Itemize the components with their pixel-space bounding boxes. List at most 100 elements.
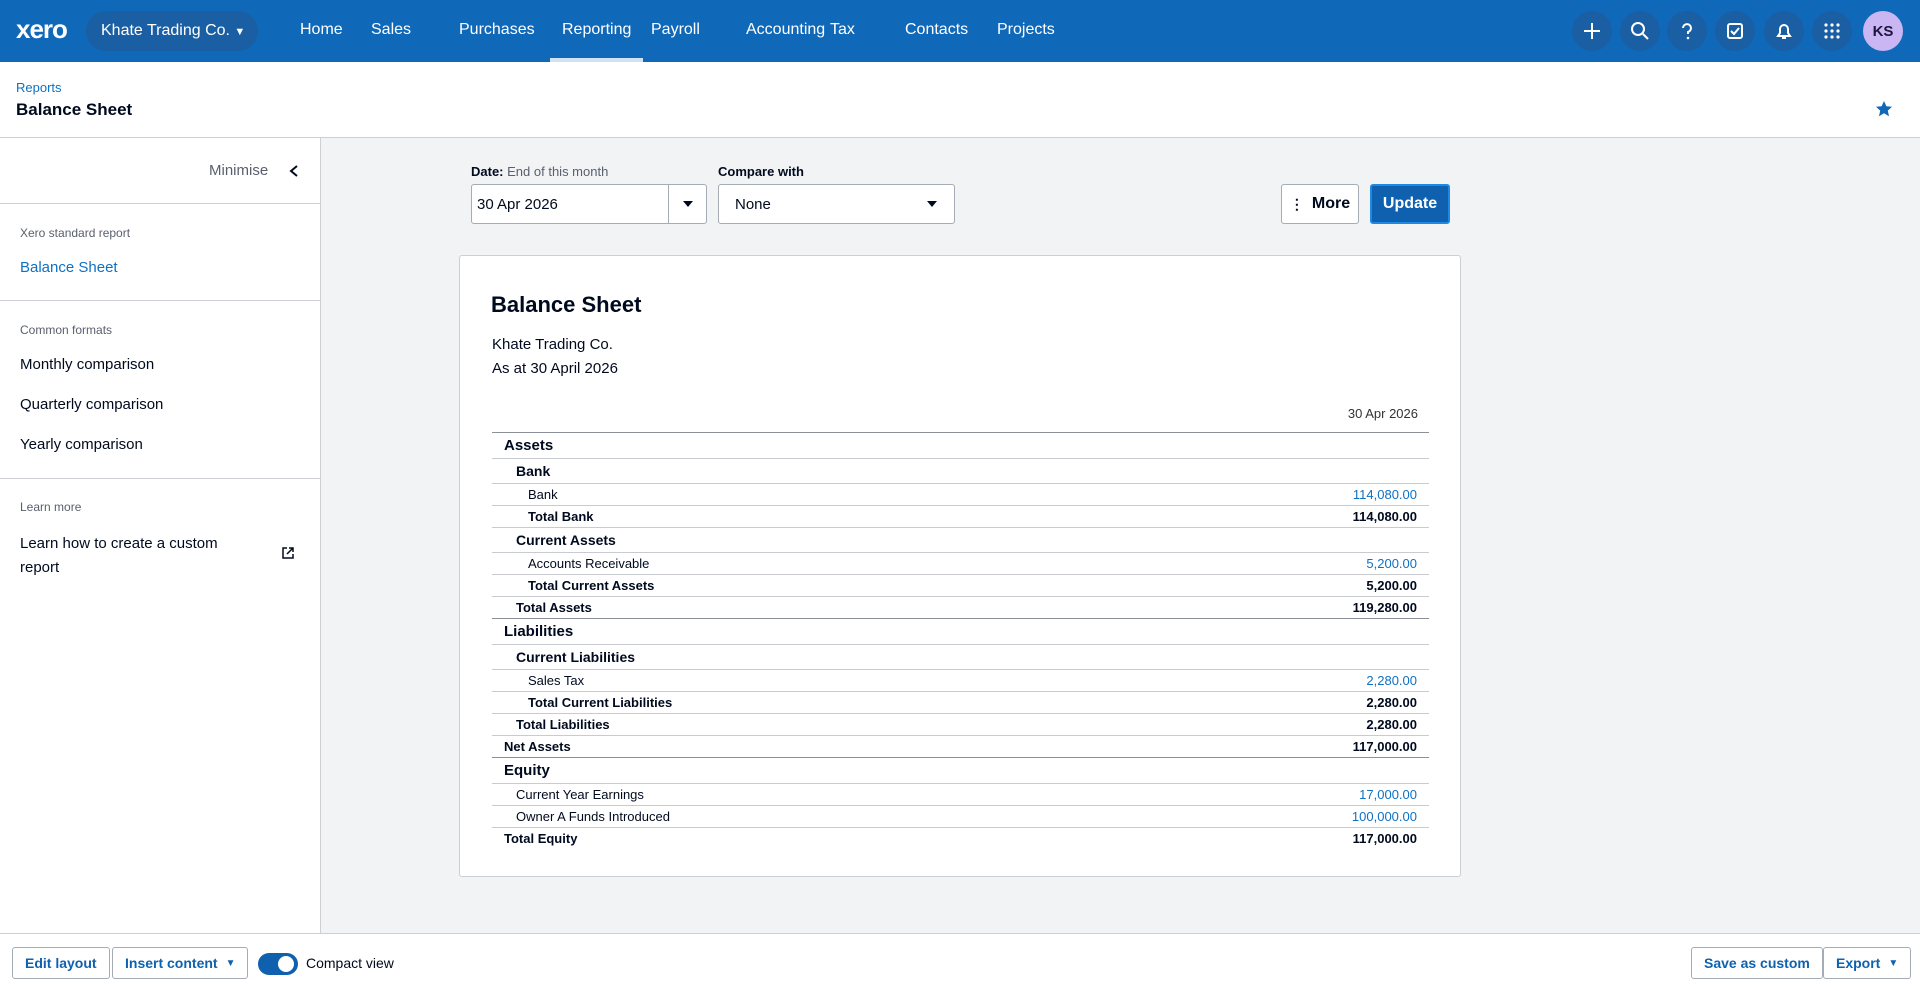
- sidebar-link[interactable]: Learn how to create a custom report: [20, 535, 218, 576]
- page-title: Balance Sheet: [16, 100, 133, 119]
- compact-view-label: Compact view: [306, 955, 394, 971]
- nav-item[interactable]: Projects: [997, 21, 1055, 38]
- row-label: Total Current Liabilities: [492, 691, 1133, 714]
- row-label: Bank: [492, 483, 1133, 506]
- nav-item[interactable]: Contacts: [905, 21, 969, 38]
- sidebar: Minimise Xero standard report Balance Sh…: [0, 138, 321, 933]
- nav-item[interactable]: Payroll: [651, 21, 700, 38]
- notifications-icon[interactable]: [1764, 11, 1804, 51]
- row-label: Owner A Funds Introduced: [492, 805, 1133, 828]
- save-as-custom-button[interactable]: Save as custom: [1691, 947, 1823, 979]
- edit-layout-button[interactable]: Edit layout: [12, 947, 110, 979]
- nav-item[interactable]: Sales: [371, 21, 412, 38]
- row-value: 2,280.00: [1132, 669, 1429, 692]
- report-row: Current Liabilities: [492, 644, 1429, 670]
- report-table: Assets Bank Bank 114,080.00 Total Bank 114,08…: [492, 432, 1429, 850]
- help-icon[interactable]: [1667, 11, 1707, 51]
- minimise-chevron[interactable]: [288, 164, 300, 178]
- org-switcher[interactable]: Khate Trading Co. ▼: [86, 11, 258, 51]
- amount-link[interactable]: 100,000.00: [1351, 809, 1417, 824]
- row-label: Total Liabilities: [492, 713, 1133, 736]
- compare-select[interactable]: None: [718, 184, 955, 224]
- divider: [0, 203, 320, 204]
- search-icon[interactable]: [1620, 11, 1660, 51]
- row-label: Assets: [492, 432, 1133, 459]
- date-value: 30 Apr 2026: [477, 196, 558, 213]
- footer-bar: Edit layout Insert content ▼ Compact view…: [0, 933, 1920, 990]
- row-label: Liabilities: [492, 618, 1133, 645]
- nav-item[interactable]: Tax: [830, 21, 855, 38]
- nav-item[interactable]: Accounting: [746, 21, 826, 38]
- breadcrumb[interactable]: Reports: [16, 80, 62, 95]
- row-value: 114,080.00: [1132, 483, 1429, 506]
- minimise[interactable]: Minimise: [209, 162, 269, 179]
- dropdown-caret: [683, 201, 693, 207]
- divider: [0, 478, 320, 479]
- row-value: [1132, 432, 1429, 459]
- page-header: Reports Balance Sheet: [0, 62, 1920, 138]
- sidebar-link[interactable]: Quarterly comparison: [20, 396, 164, 413]
- report-row: Liabilities: [492, 618, 1429, 645]
- row-label: Bank: [492, 458, 1133, 484]
- report-row: Bank: [492, 458, 1429, 484]
- row-label: Accounts Receivable: [492, 552, 1133, 575]
- row-label: Equity: [492, 757, 1133, 784]
- report-date: As at 30 April 2026: [492, 360, 618, 377]
- row-value: 100,000.00: [1132, 805, 1429, 828]
- top-nav: xero Khate Trading Co. ▼ Home Sales Purcha…: [0, 0, 1920, 62]
- date-label-text: Date:: [471, 164, 504, 179]
- report-row: Sales Tax 2,280.00: [492, 669, 1429, 692]
- row-label: Total Assets: [492, 596, 1133, 619]
- insert-content-button[interactable]: Insert content ▼: [112, 947, 249, 979]
- report-row: Accounts Receivable 5,200.00: [492, 552, 1429, 575]
- row-label: Current Year Earnings: [492, 783, 1133, 806]
- row-label: Net Assets: [492, 735, 1133, 758]
- row-value: [1132, 458, 1429, 484]
- report-row: Total Assets 119,280.00: [492, 596, 1429, 619]
- update-button[interactable]: Update: [1370, 184, 1450, 224]
- amount-link[interactable]: 17,000.00: [1359, 787, 1417, 802]
- row-value: 119,280.00: [1132, 596, 1429, 619]
- compact-toggle[interactable]: [257, 952, 299, 976]
- row-value: 17,000.00: [1132, 783, 1429, 806]
- row-label: Total Equity: [492, 827, 1133, 850]
- report-row: Total Equity 117,000.00: [492, 827, 1429, 850]
- report-row: Current Assets: [492, 527, 1429, 553]
- column-header: 30 Apr 2026: [1347, 406, 1418, 421]
- row-value: [1132, 618, 1429, 645]
- favourite-star[interactable]: [1875, 100, 1893, 118]
- more-button[interactable]: ⋮ More: [1281, 184, 1359, 224]
- compare-value: None: [735, 196, 771, 213]
- sidebar-link[interactable]: Balance Sheet: [20, 259, 118, 276]
- logo[interactable]: xero: [16, 14, 68, 44]
- row-label: Current Assets: [492, 527, 1133, 553]
- nav-item[interactable]: Home: [300, 21, 343, 38]
- nav-item[interactable]: Purchases: [459, 21, 535, 38]
- sidebar-heading: Xero standard report: [20, 226, 131, 240]
- amount-link[interactable]: 5,200.00: [1366, 556, 1417, 571]
- row-value: 2,280.00: [1132, 713, 1429, 736]
- org-name: Khate Trading Co.: [101, 22, 230, 39]
- divider: [0, 300, 320, 301]
- date-hint: End of this month: [507, 164, 609, 179]
- report-company: Khate Trading Co.: [492, 336, 613, 353]
- amount-link[interactable]: 114,080.00: [1352, 487, 1417, 502]
- amount-link[interactable]: 2,280.00: [1366, 673, 1417, 688]
- row-label: Current Liabilities: [492, 644, 1133, 670]
- sidebar-heading: Common formats: [20, 323, 113, 337]
- row-value: 2,280.00: [1132, 691, 1429, 714]
- add-icon[interactable]: [1572, 11, 1612, 51]
- nav-item[interactable]: Reporting: [550, 0, 644, 62]
- export-button[interactable]: Export ▼: [1823, 947, 1912, 979]
- apps-icon[interactable]: [1812, 11, 1852, 51]
- sidebar-link[interactable]: Yearly comparison: [20, 436, 143, 453]
- avatar[interactable]: KS: [1863, 11, 1903, 51]
- date-input[interactable]: 30 Apr 2026: [471, 184, 707, 224]
- dropdown-caret: [927, 201, 937, 207]
- tasks-icon[interactable]: [1715, 11, 1755, 51]
- report-row: Equity: [492, 757, 1429, 784]
- row-label: Sales Tax: [492, 669, 1133, 692]
- sidebar-heading: Learn more: [20, 500, 82, 514]
- sidebar-link[interactable]: Monthly comparison: [20, 356, 155, 373]
